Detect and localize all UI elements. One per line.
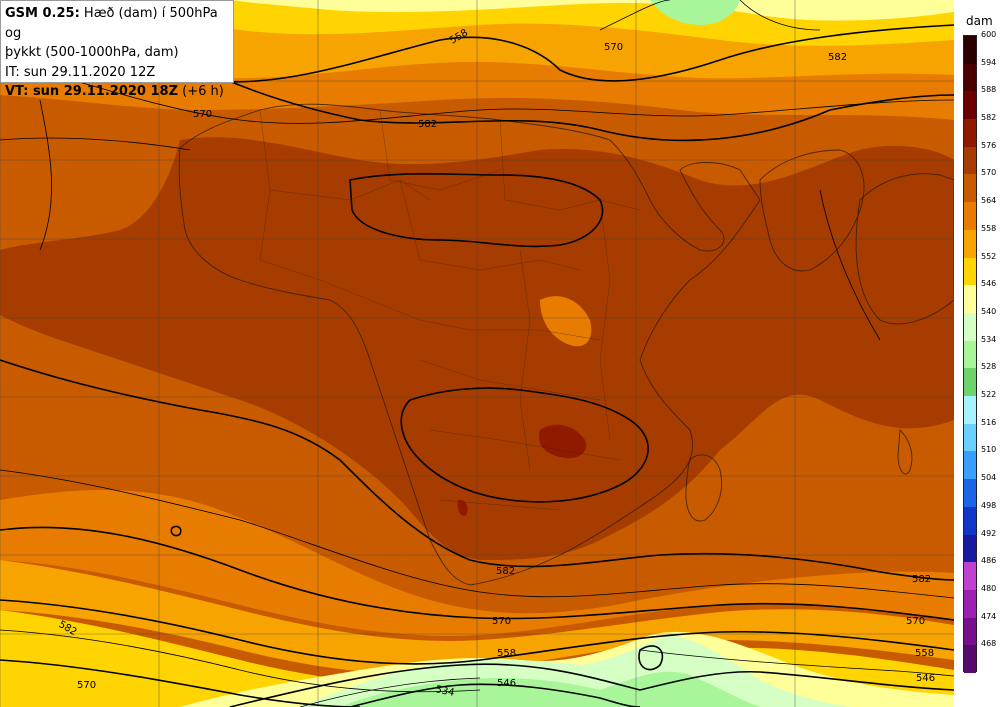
legend-label: 480 bbox=[981, 583, 997, 593]
contour-label: 558 bbox=[915, 648, 934, 659]
legend-label: 522 bbox=[981, 390, 997, 400]
init-time: IT: sun 29.11.2020 12Z bbox=[5, 64, 156, 80]
legend-swatch bbox=[964, 589, 976, 618]
thickness-contours bbox=[0, 0, 954, 707]
contour-label: 546 bbox=[916, 673, 935, 684]
legend-swatch bbox=[964, 534, 976, 563]
legend-label: 528 bbox=[981, 362, 997, 372]
legend-swatch bbox=[964, 645, 976, 674]
valid-time-line: VT: sun 29.11.2020 18Z (+6 h) bbox=[5, 82, 229, 102]
legend-swatch bbox=[964, 479, 976, 508]
forecast-offset: (+6 h) bbox=[178, 84, 224, 99]
borders bbox=[259, 109, 641, 511]
legend-label: 552 bbox=[981, 251, 997, 261]
legend-swatch bbox=[964, 451, 976, 480]
weather-map: 558 570 582 570 582 582 582 582 570 570 … bbox=[0, 0, 954, 707]
legend-label: 534 bbox=[981, 334, 997, 344]
legend-swatch bbox=[964, 368, 976, 397]
contour-label: 582 bbox=[912, 574, 931, 585]
legend-swatch bbox=[964, 285, 976, 314]
legend-label: 516 bbox=[981, 417, 997, 427]
legend-swatch bbox=[964, 257, 976, 286]
grid-lines bbox=[0, 0, 954, 707]
band-564-south bbox=[0, 560, 954, 674]
legend-swatch bbox=[964, 119, 976, 148]
legend-label: 498 bbox=[981, 500, 997, 510]
legend-label: 468 bbox=[981, 639, 997, 649]
legend-swatch bbox=[964, 312, 976, 341]
contour-label: 570 bbox=[604, 42, 623, 53]
contour-label: 582 bbox=[496, 566, 515, 577]
contour-labels: 558 570 582 570 582 582 582 582 570 570 … bbox=[57, 28, 936, 699]
legend-unit: dam bbox=[966, 14, 993, 28]
contour-label: 570 bbox=[193, 109, 212, 120]
legend-label: 570 bbox=[981, 168, 997, 178]
legend-swatch bbox=[964, 506, 976, 535]
legend-label: 588 bbox=[981, 85, 997, 95]
contour-label: 534 bbox=[434, 684, 455, 699]
legend-label: 486 bbox=[981, 556, 997, 566]
band-north-540 bbox=[650, 0, 740, 25]
title-text: Hæð (dam) í 500hPa og bbox=[5, 6, 218, 41]
band-570-arabia bbox=[816, 159, 911, 261]
contour-label: 570 bbox=[77, 680, 96, 691]
color-legend bbox=[963, 35, 977, 674]
map-info-box: GSM 0.25: Hæð (dam) í 500hPa og þykkt (5… bbox=[0, 0, 234, 99]
legend-label: 576 bbox=[981, 140, 997, 150]
legend-swatch bbox=[964, 423, 976, 452]
legend-label: 492 bbox=[981, 528, 997, 538]
contour-label: 570 bbox=[906, 616, 925, 627]
legend-swatch bbox=[964, 174, 976, 203]
legend-label: 510 bbox=[981, 445, 997, 455]
band-570-south bbox=[0, 490, 954, 636]
title-line-1: GSM 0.25: Hæð (dam) í 500hPa og bbox=[5, 4, 229, 43]
contour-label: 558 bbox=[497, 648, 516, 659]
legend-swatch bbox=[964, 63, 976, 92]
model-name: GSM 0.25: bbox=[5, 6, 80, 21]
legend-label: 600 bbox=[981, 30, 997, 39]
legend-label: 594 bbox=[981, 57, 997, 67]
band-588-pocket bbox=[539, 424, 587, 459]
valid-time: VT: sun 29.11.2020 18Z bbox=[5, 84, 178, 99]
legend-label: 474 bbox=[981, 611, 997, 621]
contour-label: 582 bbox=[828, 52, 847, 63]
legend-label: 558 bbox=[981, 223, 997, 233]
legend-swatch bbox=[964, 340, 976, 369]
legend-label: 582 bbox=[981, 113, 997, 123]
legend-swatch bbox=[964, 396, 976, 425]
legend-label: 546 bbox=[981, 279, 997, 289]
legend-label: 540 bbox=[981, 306, 997, 316]
band-north-546 bbox=[230, 0, 954, 21]
legend-swatch bbox=[964, 146, 976, 175]
title-line-2: þykkt (500-1000hPa, dam) bbox=[5, 45, 179, 60]
band-564-east-africa bbox=[540, 296, 592, 347]
legend-swatch bbox=[964, 617, 976, 646]
legend-swatch bbox=[964, 36, 976, 64]
contour-label: 582 bbox=[418, 119, 437, 130]
band-576-west bbox=[0, 330, 954, 626]
coastlines bbox=[178, 103, 954, 586]
contour-label: 570 bbox=[492, 616, 511, 627]
legend-swatch bbox=[964, 91, 976, 120]
legend-swatch bbox=[964, 562, 976, 591]
legend-label: 504 bbox=[981, 473, 997, 483]
band-588-pocket2 bbox=[457, 499, 468, 516]
legend-label: 564 bbox=[981, 196, 997, 206]
legend-swatch bbox=[964, 202, 976, 231]
legend-swatch bbox=[964, 229, 976, 258]
height-contours bbox=[0, 0, 954, 707]
contour-label: 546 bbox=[497, 678, 516, 689]
